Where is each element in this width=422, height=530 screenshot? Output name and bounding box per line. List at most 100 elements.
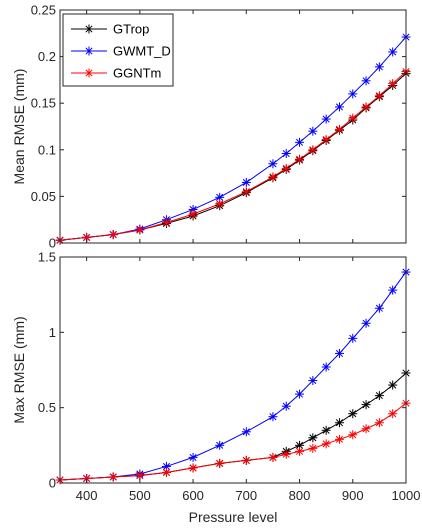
data-point-gwmt-d-stroke	[362, 319, 370, 327]
data-point-ggntm	[281, 163, 291, 173]
data-point-ggntm-stroke	[309, 444, 317, 452]
legend-entry-ggntm: GGNTm	[71, 66, 161, 81]
data-point-ggntm	[321, 135, 331, 145]
data-point-gtrop	[308, 433, 318, 443]
data-point-gwmt-d	[388, 285, 398, 295]
legend-marker	[84, 68, 94, 78]
legend-marker-stroke	[85, 69, 93, 77]
data-point-gtrop	[348, 409, 358, 419]
legend-marker-stroke	[85, 25, 93, 33]
legend-label: GTrop	[113, 22, 149, 37]
data-point-ggntm-stroke	[322, 440, 330, 448]
legend-box	[62, 13, 174, 87]
y-tick-label: 0.15	[31, 96, 56, 111]
data-point-gwmt-d-stroke	[389, 286, 397, 294]
data-point-ggntm	[188, 463, 198, 473]
mean-rmse-panel: 0 0.05 0.1 0.15 0.2 0.25 Mean RMSE (mm)	[11, 3, 411, 251]
data-point-ggntm-stroke	[189, 210, 197, 218]
data-point-ggntm	[361, 102, 371, 112]
data-point-ggntm-stroke	[362, 425, 370, 433]
data-point-gwmt-d-stroke	[322, 115, 330, 123]
series-group	[55, 32, 411, 245]
data-point-gwmt-d-stroke	[349, 334, 357, 342]
data-point-ggntm-stroke	[282, 450, 290, 458]
y-axis-label: Mean RMSE (mm)	[11, 69, 27, 185]
axes-box	[59, 9, 407, 244]
y-tick-label: 0	[49, 236, 56, 251]
data-point-ggntm-stroke	[269, 453, 277, 461]
data-point-gwmt-d-stroke	[242, 428, 250, 436]
data-point-gwmt-d	[241, 177, 251, 187]
data-point-gwmt-d-stroke	[216, 193, 224, 201]
x-tick-label: 700	[235, 488, 257, 503]
data-point-gwmt-d	[374, 62, 384, 72]
data-point-ggntm-stroke	[189, 464, 197, 472]
data-point-gwmt-d	[268, 412, 278, 422]
data-point-ggntm	[108, 230, 118, 240]
data-point-ggntm-stroke	[309, 146, 317, 154]
x-axis-label: Pressure level	[189, 509, 278, 525]
legend-entry-gwmt-d: GWMT_D	[71, 44, 171, 59]
data-point-ggntm-stroke	[295, 447, 304, 455]
data-point-gtrop-stroke	[295, 441, 304, 449]
data-point-gwmt-d	[281, 401, 291, 411]
data-point-ggntm	[308, 145, 318, 155]
data-point-gwmt-d-stroke	[349, 90, 357, 98]
data-point-gtrop-stroke	[389, 381, 397, 389]
data-point-gwmt-d-stroke	[216, 441, 224, 449]
y-tick-label: 0.2	[38, 49, 56, 64]
data-point-gwmt-d-stroke	[322, 363, 330, 371]
data-point-gwmt-d	[348, 333, 358, 343]
data-point-ggntm	[361, 424, 371, 434]
data-point-gtrop-stroke	[309, 434, 317, 442]
data-point-gwmt-d	[321, 362, 331, 372]
data-point-ggntm	[268, 172, 278, 182]
data-point-gwmt-d	[188, 452, 198, 462]
data-point-gtrop	[334, 418, 344, 428]
data-point-gwmt-d	[361, 318, 371, 328]
data-point-ggntm-stroke	[375, 419, 383, 427]
data-point-ggntm-stroke	[162, 468, 171, 477]
y-tick-label: 0.1	[38, 142, 56, 157]
data-point-gwmt-d	[334, 348, 344, 358]
y-tick-label: 1.5	[38, 250, 56, 265]
data-point-ggntm-stroke	[375, 92, 383, 100]
data-point-gtrop	[321, 425, 331, 435]
legend-marker	[84, 46, 94, 56]
data-point-ggntm-stroke	[216, 200, 224, 208]
data-point-gwmt-d	[308, 376, 318, 386]
x-tick-label: 900	[342, 488, 364, 503]
legend: GTrop GWMT_D GGNTm	[62, 13, 174, 87]
data-point-ggntm	[308, 443, 318, 453]
data-point-ggntm	[241, 187, 251, 197]
data-point-ggntm-stroke	[269, 173, 277, 181]
data-point-gwmt-d	[295, 389, 305, 399]
data-point-ggntm	[388, 409, 398, 419]
data-point-gwmt-d	[268, 159, 278, 169]
data-point-ggntm	[215, 199, 225, 209]
data-point-ggntm-stroke	[83, 233, 91, 241]
y-tick-label: 0	[49, 476, 56, 491]
data-point-gwmt-d-stroke	[189, 453, 197, 461]
data-point-ggntm	[295, 446, 305, 456]
data-point-gwmt-d-stroke	[269, 160, 277, 168]
data-point-ggntm-stroke	[136, 226, 144, 234]
data-point-gwmt-d	[241, 427, 251, 437]
data-point-ggntm-stroke	[349, 114, 357, 122]
data-point-ggntm	[374, 91, 384, 101]
legend-marker-stroke	[85, 47, 93, 55]
data-point-ggntm	[241, 455, 251, 465]
legend-label: GWMT_D	[113, 44, 171, 59]
x-tick-label: 500	[129, 488, 151, 503]
data-point-gwmt-d	[295, 137, 305, 147]
data-point-gtrop-stroke	[335, 419, 344, 427]
y-tick-label: 1	[49, 325, 56, 340]
data-point-gwmt-d	[348, 89, 358, 99]
data-point-ggntm	[374, 418, 384, 428]
data-point-ggntm	[108, 472, 118, 482]
data-point-gwmt-d	[308, 126, 318, 136]
data-point-gwmt-d-stroke	[242, 178, 250, 186]
y-tick-label: 0.5	[38, 400, 56, 415]
data-point-ggntm	[188, 209, 198, 219]
series-group	[55, 267, 411, 485]
